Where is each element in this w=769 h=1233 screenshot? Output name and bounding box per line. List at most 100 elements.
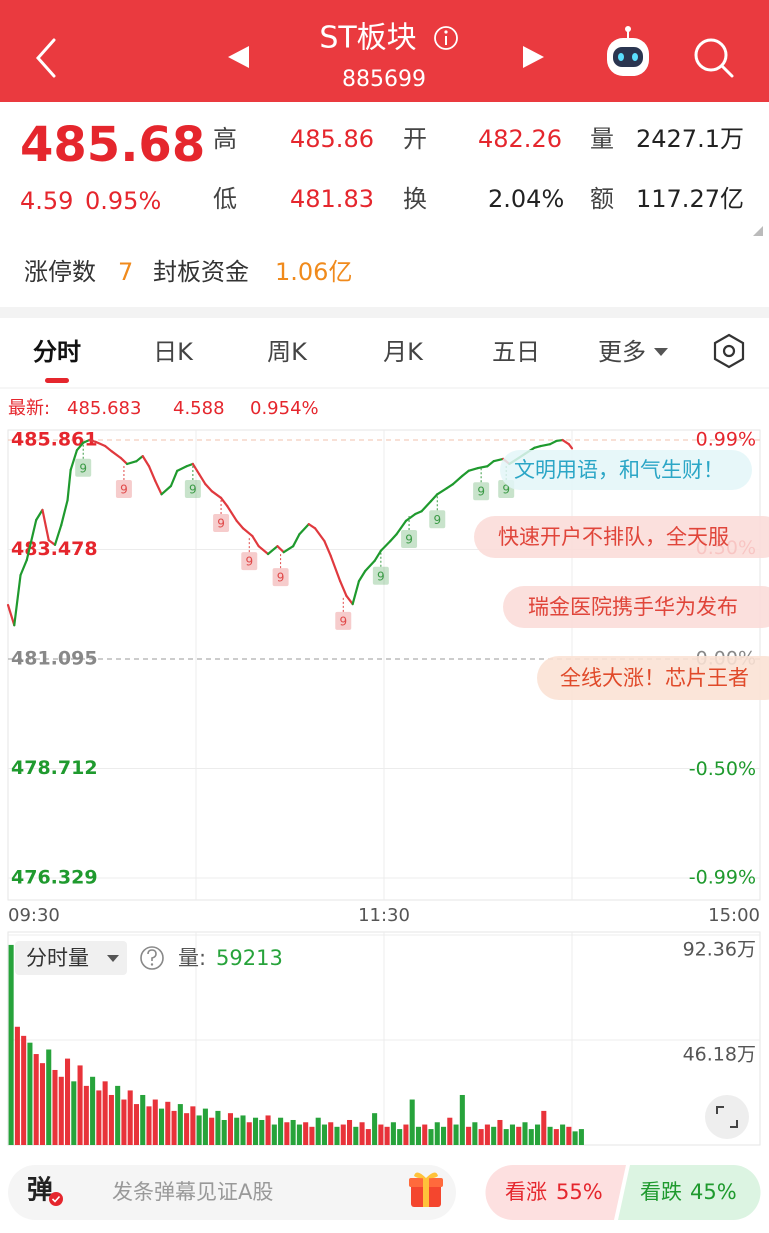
field-value: 481.83 <box>290 185 374 213</box>
volume-selector[interactable] <box>15 941 127 975</box>
price-line <box>82 438 91 444</box>
help-icon[interactable] <box>140 946 164 970</box>
price-line <box>429 493 439 503</box>
price-line <box>323 540 332 557</box>
tab[interactable]: 五日 <box>492 338 540 366</box>
volume-bar <box>240 1115 246 1145</box>
info-icon[interactable] <box>434 26 458 50</box>
latest-change: 4.588 <box>173 398 225 419</box>
volume-bar <box>409 1099 415 1145</box>
volume-bar <box>159 1108 165 1145</box>
volume-bar <box>271 1124 277 1145</box>
price-line <box>241 527 254 538</box>
volume-bar <box>184 1113 190 1145</box>
price-line <box>60 499 69 527</box>
volume-bar <box>315 1117 321 1145</box>
price-line <box>219 496 229 508</box>
volume-title: 分时量 <box>26 946 89 970</box>
input-icon: 弹 <box>27 1176 53 1206</box>
volume-bar <box>196 1115 202 1145</box>
prev-button[interactable] <box>228 46 249 68</box>
price-line <box>35 508 44 522</box>
volume-bar <box>572 1131 578 1145</box>
signal-label: 9 <box>189 482 197 496</box>
price-line <box>169 469 179 488</box>
bull-button[interactable] <box>485 1165 626 1220</box>
limit-count-label: 涨停数 <box>24 258 96 286</box>
price-line <box>373 549 382 562</box>
signal-label: 9 <box>339 614 347 628</box>
signal-tag <box>372 566 389 585</box>
y2-tick-label: 0.99% <box>696 429 756 451</box>
settings-button[interactable] <box>713 333 745 369</box>
volume-value: 59213 <box>216 946 283 970</box>
next-button[interactable] <box>523 46 544 68</box>
input-badge <box>49 1192 63 1206</box>
search-button[interactable] <box>694 38 734 78</box>
price-line <box>119 456 129 466</box>
tab[interactable]: 月K <box>383 338 424 366</box>
volume-bar <box>115 1085 121 1145</box>
latest-pct: 0.954% <box>250 398 319 419</box>
volume-bar <box>221 1119 227 1145</box>
price-line <box>235 519 245 530</box>
price-line <box>339 580 348 597</box>
signal-tag <box>401 530 418 549</box>
volume-bar <box>334 1126 340 1145</box>
price-line <box>125 460 138 466</box>
volume-bar <box>284 1122 290 1145</box>
price-line <box>141 455 151 468</box>
tab[interactable]: 分时 <box>33 338 81 366</box>
volume-bar <box>566 1126 572 1145</box>
robot-icon[interactable] <box>607 26 649 76</box>
volume-bar <box>509 1124 515 1145</box>
volume-bar <box>278 1117 284 1145</box>
price-line <box>351 580 361 606</box>
price-line <box>198 472 207 486</box>
volume-bar <box>58 1076 64 1145</box>
price-line <box>19 558 28 577</box>
volume-bar <box>127 1090 133 1145</box>
volume-bar <box>71 1081 77 1145</box>
fullscreen-button[interactable] <box>705 1095 749 1139</box>
tab[interactable]: 日K <box>153 338 194 366</box>
volume-bar <box>428 1129 434 1145</box>
signal-tag <box>429 510 446 529</box>
limit-count: 7 <box>118 258 133 286</box>
tab[interactable]: 更多 <box>598 338 646 366</box>
back-button[interactable] <box>35 38 56 78</box>
volume-bar <box>447 1117 453 1145</box>
volume-bar <box>52 1069 58 1145</box>
x-tick-label: 11:30 <box>358 905 410 926</box>
price-line <box>561 438 570 446</box>
volume-bar <box>347 1119 353 1145</box>
bull-label: 看涨 <box>505 1180 547 1204</box>
danmaku-text: 快速开户不排队，全天服 <box>498 525 729 549</box>
signal-label: 9 <box>433 513 441 527</box>
bear-button[interactable] <box>618 1165 761 1220</box>
tab[interactable]: 周K <box>267 338 308 366</box>
price-line <box>476 465 489 470</box>
price-line <box>147 465 157 483</box>
volume-bar <box>578 1129 584 1145</box>
gift-icon[interactable] <box>409 1172 443 1207</box>
price-line <box>13 574 22 627</box>
expand-corner[interactable] <box>753 226 763 236</box>
price-line <box>176 465 188 472</box>
volume-bar <box>422 1124 428 1145</box>
price-line <box>66 468 72 502</box>
volume-bar <box>484 1124 490 1145</box>
bear-pct: 45% <box>690 1180 737 1204</box>
volume-bar <box>309 1126 315 1145</box>
danmaku-input[interactable] <box>8 1165 456 1220</box>
volume-bar <box>453 1124 459 1145</box>
danmaku-text: 全线大涨！芯片王者 <box>560 666 749 690</box>
y-tick-label: 478.712 <box>11 757 98 779</box>
price-line <box>414 510 423 516</box>
signal-tag <box>115 479 132 498</box>
volume-bar <box>33 1054 39 1145</box>
volume-bar <box>96 1090 102 1145</box>
price-line <box>389 533 398 543</box>
price-line <box>548 439 558 446</box>
volume-bar <box>102 1081 108 1145</box>
